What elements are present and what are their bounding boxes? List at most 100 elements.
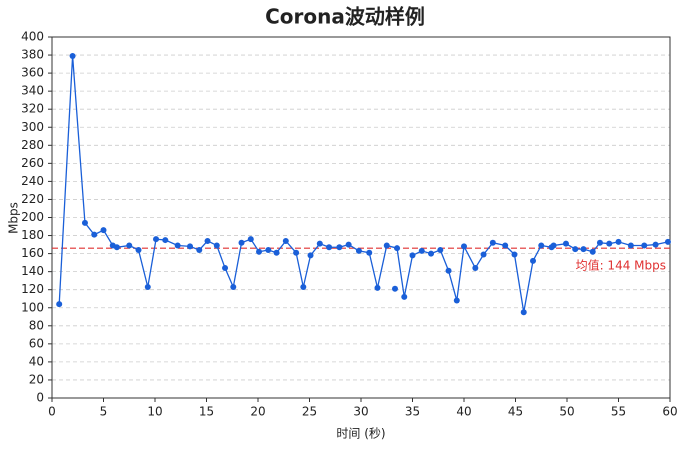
data-point: [589, 248, 596, 255]
data-point: [153, 236, 160, 243]
data-point: [409, 252, 416, 259]
data-point: [394, 245, 401, 252]
data-point: [489, 239, 496, 246]
data-point: [428, 250, 435, 257]
x-tick-label: 25: [302, 405, 317, 419]
data-point: [273, 249, 280, 256]
y-tick-label: 20: [29, 372, 44, 386]
data-point: [391, 285, 398, 292]
data-point: [247, 236, 254, 243]
data-point: [126, 242, 133, 249]
y-tick-label: 100: [21, 300, 44, 314]
x-tick-label: 10: [147, 405, 162, 419]
series-line: [58, 55, 669, 313]
x-tick-label: 50: [559, 405, 574, 419]
y-tick-label: 380: [21, 48, 44, 62]
data-point: [265, 246, 272, 253]
data-point: [213, 242, 220, 249]
data-point: [580, 246, 587, 253]
data-point: [538, 242, 545, 249]
data-point: [300, 283, 307, 290]
data-point: [383, 242, 390, 249]
data-point: [162, 237, 169, 244]
data-point: [69, 52, 76, 59]
x-tick-label: 15: [199, 405, 214, 419]
data-point: [135, 246, 142, 253]
data-point: [606, 240, 613, 247]
y-tick-label: 180: [21, 228, 44, 242]
y-tick-label: 40: [29, 354, 44, 368]
data-point: [401, 293, 408, 300]
x-tick-label: 45: [508, 405, 523, 419]
y-tick-label: 0: [36, 391, 44, 405]
x-tick-label: 35: [405, 405, 420, 419]
data-point: [91, 231, 98, 238]
x-tick-label: 5: [100, 405, 108, 419]
y-tick-label: 360: [21, 66, 44, 80]
y-tick-label: 260: [21, 156, 44, 170]
data-point: [204, 237, 211, 244]
data-point: [615, 238, 622, 245]
y-tick-label: 400: [21, 30, 44, 44]
data-point: [562, 240, 569, 247]
reference-label: 均值: 144 Mbps: [576, 258, 666, 273]
data-point: [596, 239, 603, 246]
data-point: [627, 242, 634, 249]
data-point: [316, 240, 323, 247]
data-point: [366, 249, 373, 256]
data-point: [144, 283, 151, 290]
data-point: [652, 241, 659, 248]
x-tick-label: 30: [353, 405, 368, 419]
y-tick-label: 60: [29, 336, 44, 350]
y-tick-label: 320: [21, 102, 44, 116]
data-point: [355, 247, 362, 254]
y-tick-label: 120: [21, 282, 44, 296]
y-axis-label: Mbps: [7, 202, 21, 234]
data-point: [461, 243, 467, 250]
x-tick-label: 0: [48, 405, 56, 419]
y-tick-label: 300: [21, 120, 44, 134]
data-point: [256, 248, 263, 255]
y-tick-label: 280: [21, 138, 44, 152]
data-point: [326, 244, 333, 251]
x-tick-label: 20: [250, 405, 265, 419]
data-point: [336, 244, 343, 251]
data-point: [530, 257, 537, 264]
data-point: [307, 252, 314, 259]
chart-title: Corona波动样例: [265, 5, 425, 29]
data-point: [374, 284, 381, 291]
data-point: [520, 309, 527, 316]
data-point: [187, 243, 194, 250]
y-tick-label: 220: [21, 192, 44, 206]
data-point: [56, 301, 63, 308]
data-point: [113, 244, 120, 251]
y-tick-label: 340: [21, 84, 44, 98]
data-point: [445, 267, 452, 274]
data-point: [437, 246, 444, 253]
data-point: [345, 241, 352, 248]
y-tick-label: 240: [21, 174, 44, 188]
data-point: [453, 297, 460, 304]
data-point: [472, 265, 479, 272]
data-point: [100, 227, 107, 234]
data-point: [572, 246, 579, 253]
x-tick-label: 40: [456, 405, 471, 419]
data-point: [81, 219, 88, 226]
data-point: [293, 249, 300, 256]
data-point: [174, 242, 181, 249]
data-point: [480, 251, 487, 258]
x-tick-label: 55: [611, 405, 626, 419]
data-point: [641, 242, 648, 249]
y-tick-label: 200: [21, 210, 44, 224]
data-point: [550, 242, 557, 249]
data-point: [238, 239, 245, 246]
data-point: [282, 237, 289, 244]
plot-frame: [51, 36, 671, 399]
x-tick-label: 60: [662, 405, 677, 419]
y-tick-label: 140: [21, 264, 44, 278]
x-axis-label: 时间 (秒): [336, 427, 385, 441]
data-point: [664, 238, 671, 245]
y-tick-label: 160: [21, 246, 44, 260]
y-tick-label: 80: [29, 318, 44, 332]
